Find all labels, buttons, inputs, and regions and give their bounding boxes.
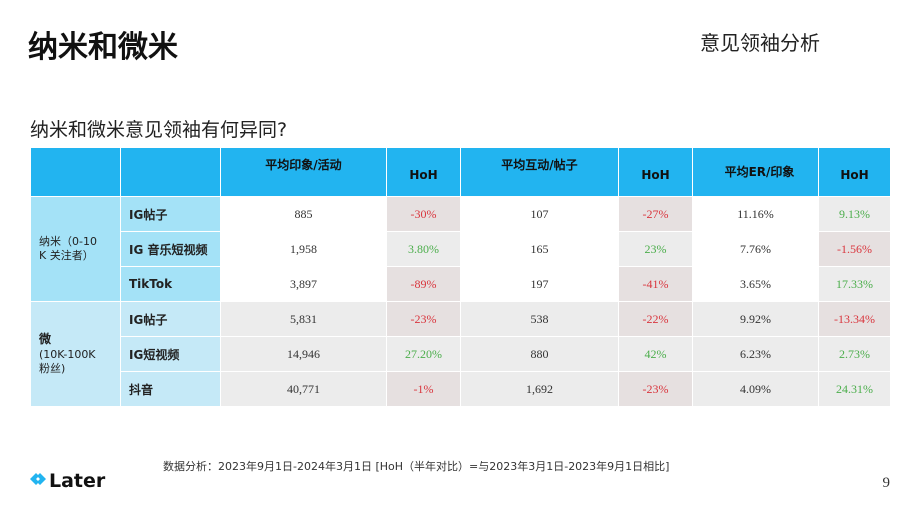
table-row: 微 (10K-100K 粉丝) IG帖子 5,831 -23% 538 -22%… bbox=[30, 301, 891, 407]
column-header: HoH bbox=[618, 147, 693, 197]
hoh-cell: -30% bbox=[386, 196, 461, 232]
table-row: IG 音乐短视频 1,958 3.80% 165 23% 7.76% -1.56… bbox=[31, 231, 891, 267]
page-number: 9 bbox=[882, 475, 891, 491]
platform-label: 抖音 bbox=[120, 371, 221, 407]
hoh-cell: 17.33% bbox=[818, 266, 891, 302]
table-cell: 538 bbox=[460, 301, 619, 337]
platform-label: IG帖子 bbox=[120, 196, 221, 232]
table-cell: 197 bbox=[460, 266, 619, 302]
hoh-cell: -41% bbox=[618, 266, 693, 302]
hoh-cell: 3.80% bbox=[386, 231, 461, 267]
header-blank-group bbox=[30, 147, 121, 197]
hoh-cell: -27% bbox=[618, 196, 693, 232]
table-cell: 880 bbox=[460, 336, 619, 372]
column-header: 平均互动/帖子 bbox=[460, 147, 619, 197]
metrics-table: 平均印象/活动 HoH 平均互动/帖子 HoH 平均ER/印象 HoH 纳米（0… bbox=[30, 147, 891, 407]
table-cell: 40,771 bbox=[220, 371, 387, 407]
platform-label: IG 音乐短视频 bbox=[120, 231, 221, 267]
hoh-cell: 23% bbox=[618, 231, 693, 267]
table-cell: 885 bbox=[220, 196, 387, 232]
table-cell: 165 bbox=[460, 231, 619, 267]
platform-label: IG短视频 bbox=[120, 336, 221, 372]
hoh-cell: -1.56% bbox=[818, 231, 891, 267]
hoh-cell: -13.34% bbox=[818, 301, 891, 337]
data-source-note: 数据分析：2023年9月1日-2024年3月1日 [HoH（半年对比）=与202… bbox=[163, 460, 670, 473]
group-label-nano: 纳米（0-10 K 关注者） bbox=[30, 196, 121, 302]
column-header: HoH bbox=[386, 147, 461, 197]
table-cell: 4.09% bbox=[692, 371, 819, 407]
table-header-row: 平均印象/活动 HoH 平均互动/帖子 HoH 平均ER/印象 HoH bbox=[30, 147, 891, 197]
table-row: 纳米（0-10 K 关注者） IG帖子 885 -30% 107 -27% 11… bbox=[30, 196, 891, 302]
hoh-cell: 27.20% bbox=[386, 336, 461, 372]
hoh-cell: 9.13% bbox=[818, 196, 891, 232]
table-cell: 3,897 bbox=[220, 266, 387, 302]
page-title: 纳米和微米 bbox=[28, 30, 178, 65]
column-header: 平均ER/印象 bbox=[692, 147, 819, 197]
logo-text: Later bbox=[49, 470, 106, 492]
table-cell: 9.92% bbox=[692, 301, 819, 337]
header-blank-platform bbox=[120, 147, 221, 197]
hoh-cell: -89% bbox=[386, 266, 461, 302]
platform-label: IG帖子 bbox=[120, 301, 221, 337]
table-row: TikTok 3,897 -89% 197 -41% 3.65% 17.33% bbox=[31, 266, 891, 302]
platform-label: TikTok bbox=[120, 266, 221, 302]
table-cell: 7.76% bbox=[692, 231, 819, 267]
hoh-cell: 2.73% bbox=[818, 336, 891, 372]
table-cell: 3.65% bbox=[692, 266, 819, 302]
later-logo: Later bbox=[30, 470, 105, 492]
table-row: IG短视频 14,946 27.20% 880 42% 6.23% 2.73% bbox=[31, 336, 891, 372]
column-header: HoH bbox=[818, 147, 891, 197]
table-cell: 1,692 bbox=[460, 371, 619, 407]
later-logo-icon bbox=[30, 472, 46, 491]
group-label-micro: 微 (10K-100K 粉丝) bbox=[30, 301, 121, 407]
hoh-cell: -23% bbox=[618, 371, 693, 407]
table-row: 抖音 40,771 -1% 1,692 -23% 4.09% 24.31% bbox=[31, 371, 891, 407]
hoh-cell: 42% bbox=[618, 336, 693, 372]
hoh-cell: 24.31% bbox=[818, 371, 891, 407]
table-cell: 1,958 bbox=[220, 231, 387, 267]
hoh-cell: -23% bbox=[386, 301, 461, 337]
table-cell: 14,946 bbox=[220, 336, 387, 372]
slide-question: 纳米和微米意见领袖有何异同? bbox=[30, 119, 288, 141]
table-cell: 5,831 bbox=[220, 301, 387, 337]
table-cell: 107 bbox=[460, 196, 619, 232]
section-label: 意见领袖分析 bbox=[700, 31, 820, 55]
hoh-cell: -22% bbox=[618, 301, 693, 337]
table-cell: 11.16% bbox=[692, 196, 819, 232]
column-header: 平均印象/活动 bbox=[220, 147, 387, 197]
hoh-cell: -1% bbox=[386, 371, 461, 407]
table-cell: 6.23% bbox=[692, 336, 819, 372]
